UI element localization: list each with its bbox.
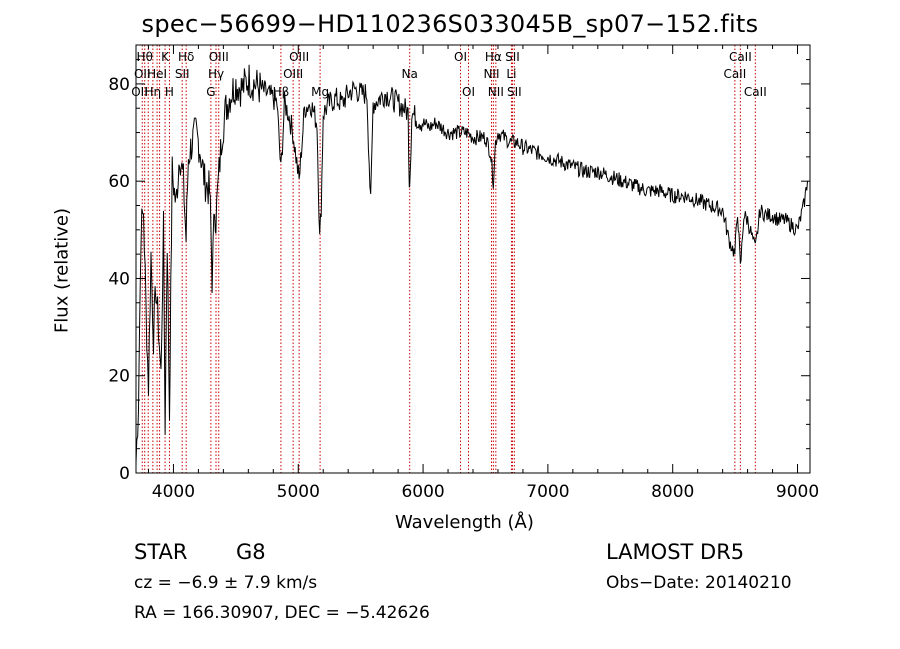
line-label: HeI bbox=[147, 67, 167, 81]
line-label: Hθ bbox=[137, 50, 153, 64]
line-label: Hδ bbox=[178, 50, 194, 64]
x-tick-label: 6000 bbox=[401, 482, 444, 502]
x-axis-label: Wavelength (Å) bbox=[395, 512, 534, 533]
line-label: NII bbox=[483, 67, 499, 81]
y-axis-label: Flux (relative) bbox=[51, 207, 73, 334]
line-label: OII bbox=[134, 67, 151, 81]
line-label: OIII bbox=[283, 67, 303, 81]
line-label: Li bbox=[506, 67, 516, 81]
y-tick-label: 40 bbox=[108, 269, 130, 289]
chart-title: spec−56699−HD110236S033045B_sp07−152.fit… bbox=[141, 10, 759, 38]
x-tick-label: 4000 bbox=[152, 482, 195, 502]
line-label: CaII bbox=[723, 67, 746, 81]
line-label: CaII bbox=[729, 50, 752, 64]
redshift-velocity: cz = −6.9 ± 7.9 km/s bbox=[134, 573, 318, 593]
line-label: OI bbox=[462, 85, 475, 99]
line-label: SII bbox=[505, 50, 520, 64]
x-tick-label: 9000 bbox=[776, 482, 819, 502]
line-label: SII bbox=[175, 67, 190, 81]
object-subclass: G8 bbox=[236, 540, 266, 564]
line-label: OII bbox=[131, 85, 148, 99]
line-label: K bbox=[161, 50, 170, 64]
sky-coordinates: RA = 166.30907, DEC = −5.42626 bbox=[134, 603, 430, 623]
plot-axes: 4000 5000 6000 7000 8000 9000 0 20 40 60 80 bbox=[108, 44, 819, 502]
line-label: H bbox=[165, 85, 174, 99]
line-label: OI bbox=[454, 50, 467, 64]
line-label: NII bbox=[488, 85, 504, 99]
line-label: G bbox=[206, 85, 215, 99]
y-tick-label: 60 bbox=[108, 172, 130, 192]
line-label: SII bbox=[507, 85, 522, 99]
line-label: CaII bbox=[744, 85, 767, 99]
line-label: OIII bbox=[289, 50, 309, 64]
x-tick-label: 5000 bbox=[277, 482, 320, 502]
line-label: OIII bbox=[209, 50, 229, 64]
emission-line-markers bbox=[141, 45, 756, 473]
line-label: Hβ bbox=[273, 85, 290, 99]
spectrum-line bbox=[135, 64, 808, 464]
line-label: Hη bbox=[145, 85, 162, 99]
line-label: Hα bbox=[485, 50, 502, 64]
line-label: Na bbox=[402, 67, 418, 81]
object-class: STAR bbox=[134, 540, 188, 564]
line-label: Mg bbox=[311, 85, 329, 99]
plot-frame bbox=[135, 44, 811, 474]
survey-name: LAMOST DR5 bbox=[606, 540, 745, 564]
observation-date: Obs−Date: 20140210 bbox=[606, 573, 792, 593]
x-tick-label: 7000 bbox=[526, 482, 569, 502]
line-label: Hγ bbox=[208, 67, 224, 81]
y-tick-label: 20 bbox=[108, 367, 130, 387]
spectrum-series bbox=[135, 64, 808, 464]
y-tick-label: 80 bbox=[108, 75, 130, 95]
x-tick-label: 8000 bbox=[651, 482, 694, 502]
y-tick-label: 0 bbox=[119, 464, 130, 484]
